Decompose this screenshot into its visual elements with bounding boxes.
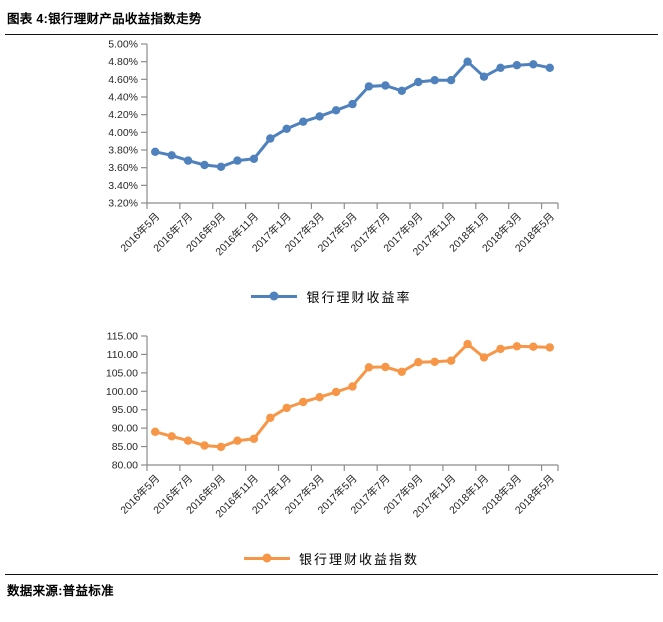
data-point-marker (200, 441, 209, 450)
data-point-marker (216, 442, 226, 452)
legend-rate: 银行理财收益率 (0, 287, 663, 305)
data-point-marker (167, 432, 176, 441)
data-point-marker (397, 86, 406, 95)
legend-label-rate: 银行理财收益率 (306, 289, 412, 305)
legend-index: 银行理财收益指数 (0, 549, 663, 567)
y-axis-tick-label: 3.60% (108, 162, 138, 174)
y-axis-tick-label: 115.00 (107, 331, 138, 343)
data-point-marker (414, 77, 423, 87)
y-axis-tick-label: 4.20% (108, 109, 138, 121)
data-point-marker (397, 367, 406, 376)
y-axis-tick-label: 85.00 (112, 441, 138, 453)
data-point-marker (496, 63, 505, 72)
data-point-marker (315, 112, 324, 121)
data-point-marker (381, 81, 390, 90)
figure-title: 图表 4:银行理财产品收益指数走势 (7, 12, 202, 26)
data-point-marker (183, 436, 193, 445)
data-point-marker (331, 106, 341, 115)
data-point-marker (299, 397, 308, 407)
y-axis-tick-label: 3.20% (108, 198, 138, 210)
y-axis-tick-label: 110.00 (107, 349, 138, 361)
data-point-marker (266, 413, 275, 422)
data-point-marker (512, 61, 522, 70)
data-point-marker (348, 99, 357, 109)
data-point-marker (249, 154, 259, 163)
data-point-marker (364, 82, 374, 91)
footer-divider (5, 574, 658, 575)
y-axis-tick-label: 4.80% (108, 56, 138, 68)
data-point-marker (430, 76, 439, 85)
data-point-marker (315, 393, 324, 402)
data-point-marker (545, 63, 554, 72)
figure-footer: 数据来源:普益标准 (0, 575, 663, 599)
data-point-marker (529, 60, 538, 69)
legend-line-marker-icon (243, 553, 290, 563)
y-axis-tick-label: 95.00 (112, 404, 138, 416)
data-point-marker (496, 344, 505, 354)
data-point-marker (200, 160, 209, 170)
legend-line-marker-icon (251, 291, 298, 301)
data-point-marker (446, 76, 456, 85)
y-axis-tick-label: 80.00 (112, 460, 138, 472)
y-axis-tick-label: 90.00 (112, 423, 138, 435)
data-point-marker (545, 343, 554, 352)
data-point-marker (463, 57, 472, 66)
data-point-marker (430, 357, 439, 366)
data-point-marker (299, 117, 308, 126)
y-axis-tick-label: 4.00% (108, 127, 138, 139)
data-source-label: 数据来源:普益标准 (7, 584, 114, 598)
y-axis-tick-label: 3.80% (108, 145, 138, 157)
data-point-marker (233, 436, 242, 445)
data-point-marker (282, 403, 291, 413)
data-point-marker (512, 342, 522, 351)
data-point-marker (529, 342, 538, 351)
data-point-marker (167, 151, 176, 160)
y-axis-tick-label: 4.60% (108, 74, 138, 86)
figure-header: 图表 4:银行理财产品收益指数走势 (0, 0, 663, 27)
title-divider (5, 34, 658, 35)
data-point-marker (348, 382, 357, 391)
data-point-marker (216, 162, 226, 171)
data-point-marker (446, 356, 456, 365)
data-point-marker (479, 72, 489, 81)
data-point-marker (381, 362, 390, 372)
data-point-marker (266, 134, 275, 143)
legend-label-index: 银行理财收益指数 (298, 551, 419, 567)
data-point-marker (463, 339, 472, 349)
y-axis-tick-label: 105.00 (106, 367, 138, 379)
data-point-marker (151, 147, 160, 156)
data-point-marker (151, 427, 160, 436)
data-point-marker (233, 156, 242, 165)
y-axis-tick-label: 100.00 (106, 386, 138, 398)
yield-rate-line-chart: 3.20% 3.40% 3.60% 3.80% 4.00% 4.20% 4.40% 4.60%… (108, 39, 559, 258)
data-point-marker (479, 353, 489, 362)
y-axis-tick-label: 5.00% (108, 39, 138, 51)
data-point-marker (414, 358, 423, 367)
legend-dot-icon (269, 291, 279, 301)
data-point-marker (183, 156, 193, 165)
legend-dot-icon (262, 553, 272, 563)
y-axis-tick-label: 3.40% (108, 180, 138, 192)
yield-index-line-chart: 80.00 85.00 90.00 95.00 100.00 105.00 110.00 11… (106, 331, 559, 520)
series-line (153, 60, 552, 169)
data-point-marker (364, 363, 374, 372)
series-line (153, 342, 552, 449)
data-point-marker (282, 124, 291, 133)
data-point-marker (331, 387, 341, 397)
y-axis-tick-label: 4.40% (108, 92, 138, 104)
data-point-marker (249, 434, 259, 443)
